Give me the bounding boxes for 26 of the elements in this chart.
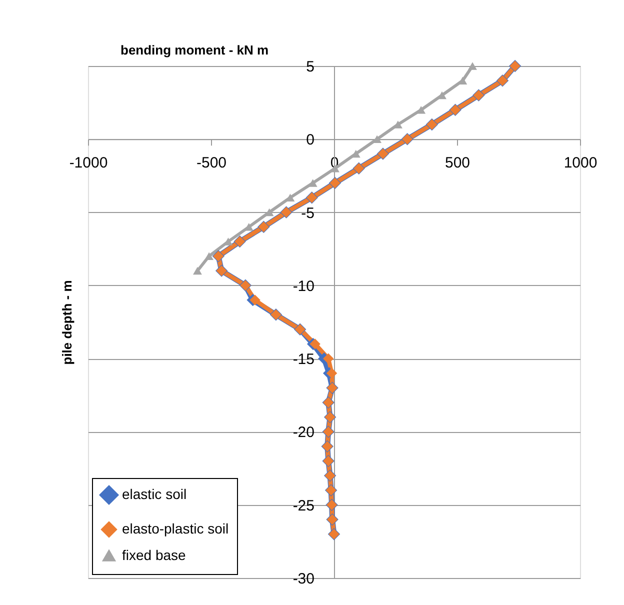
point	[310, 338, 320, 350]
x-axis-title: bending moment - kN m	[120, 42, 269, 58]
point	[250, 294, 260, 306]
legend-label: fixed base	[122, 547, 186, 563]
x-tick-label: -1000	[69, 154, 108, 172]
y-axis-title: pile depth - m	[60, 280, 74, 365]
y-tick-label: -30	[292, 570, 314, 588]
y-tick-label: 0	[306, 132, 314, 149]
x-tick-label: 1000	[564, 154, 598, 172]
point	[438, 91, 446, 100]
y-tick-label: -20	[292, 424, 314, 442]
point	[326, 368, 338, 379]
point	[193, 266, 202, 275]
x-tick-label: 500	[444, 154, 470, 172]
y-tick-label: -10	[292, 278, 314, 295]
y-tick-label: 5	[306, 58, 314, 76]
point	[416, 106, 426, 114]
x-tick-label: -500	[196, 154, 227, 172]
legend-label: elasto-plastic soil	[122, 520, 229, 536]
point	[468, 62, 477, 70]
point	[322, 353, 334, 364]
y-tick-label: -15	[292, 351, 314, 368]
legend-label: elastic soil	[122, 486, 187, 502]
point	[204, 252, 214, 260]
y-tick-label: -5	[301, 204, 314, 222]
y-tick-label: -25	[292, 497, 314, 514]
